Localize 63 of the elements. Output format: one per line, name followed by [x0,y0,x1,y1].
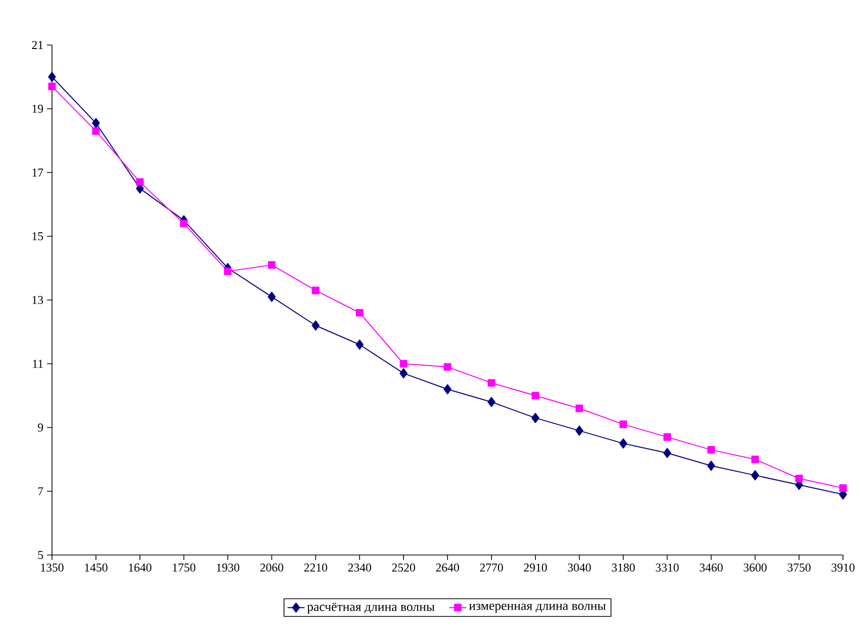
point [488,379,496,387]
point [400,360,408,368]
point [707,460,716,471]
point [48,72,56,82]
x-tick-label: 2770 [480,564,503,572]
x-tick-label: 2640 [436,564,459,572]
point [839,484,847,492]
point [663,433,672,441]
x-tick-label: 1640 [128,564,152,572]
x-tick-label: 3180 [612,564,635,572]
point [312,286,320,294]
point [400,368,408,378]
y-tick-label: 5 [38,551,44,559]
point [180,220,188,228]
x-tick-label: 3910 [832,564,854,572]
x-tick-label: 2520 [392,564,416,572]
point [751,470,760,480]
legend-label: измеренная длина волны [469,604,606,613]
point [48,82,56,90]
point [312,320,320,331]
point [619,438,628,449]
point [795,474,803,482]
point [619,420,628,428]
point [575,426,584,436]
x-tick-label: 2060 [260,564,284,572]
point [268,292,276,302]
point [663,448,672,458]
point [576,404,584,412]
legend-label: расчётная длина волны [307,602,435,614]
x-tick-label: 3310 [656,564,679,572]
point [224,268,232,276]
point [356,340,364,350]
point [356,308,364,317]
y-tick-label: 7 [38,487,44,496]
point [532,392,540,400]
point [444,363,452,371]
point [268,261,276,269]
y-tick-label: 21 [32,41,43,49]
x-tick-label: 2210 [304,564,328,572]
y-tick-label: 13 [32,296,44,304]
point [136,178,144,186]
point [707,446,715,454]
x-tick-label: 3460 [700,564,723,572]
point [92,118,100,128]
point [488,396,496,408]
point [92,127,100,135]
x-tick-label: 3750 [788,564,811,572]
y-tick-label: 9 [38,423,43,432]
x-tick-label: 2340 [348,564,372,572]
x-tick-label: 1350 [41,564,64,572]
x-tick-label: 1450 [85,564,108,572]
x-tick-label: 2910 [524,564,547,572]
x-tick-label: 1750 [172,564,196,572]
x-tick-label: 3040 [568,564,591,572]
y-tick-label: 15 [32,232,44,240]
x-tick-label: 3600 [744,564,767,572]
y-tick-label: 19 [32,104,43,113]
point [751,456,759,464]
point [531,412,540,424]
point [444,384,452,394]
y-tick-label: 11 [33,360,43,368]
x-tick-label: 1930 [216,564,240,572]
y-tick-label: 17 [32,168,44,176]
